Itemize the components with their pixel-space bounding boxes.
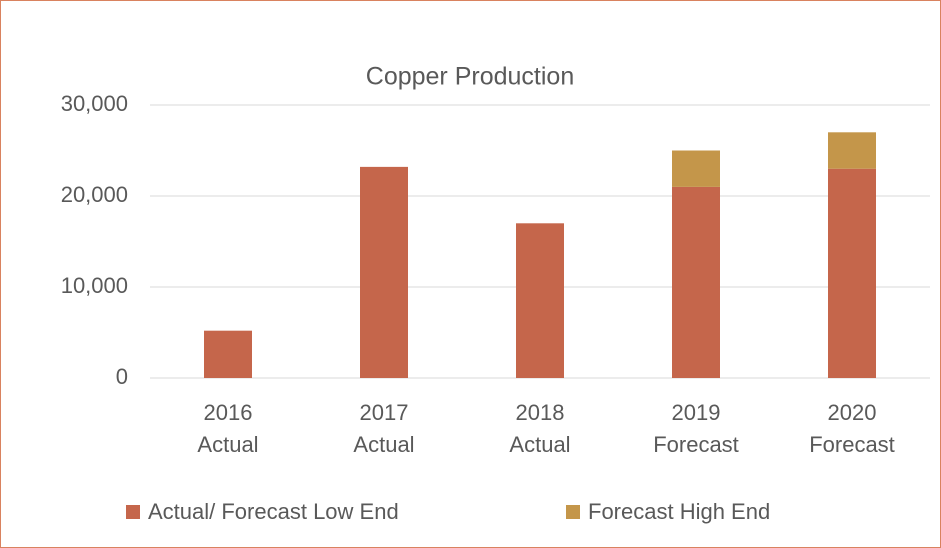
x-tick-label-line: 2017 xyxy=(360,400,409,425)
y-tick-label: 20,000 xyxy=(61,182,128,207)
y-tick-label: 30,000 xyxy=(61,91,128,116)
y-tick-label: 10,000 xyxy=(61,273,128,298)
bar-segment xyxy=(828,132,876,169)
x-tick-label: 2019 Forecast xyxy=(653,400,739,457)
x-tick-label-line: Actual xyxy=(353,432,414,457)
x-tick-label-line: Actual xyxy=(197,432,258,457)
bar-segment xyxy=(516,223,564,378)
x-tick-label: 2017 Actual xyxy=(353,400,414,457)
bar-segment xyxy=(672,150,720,187)
legend-label: Actual/ Forecast Low End xyxy=(148,499,399,524)
legend-label: Forecast High End xyxy=(588,499,770,524)
chart-title: Copper Production xyxy=(366,63,574,91)
y-tick-label: 0 xyxy=(116,364,128,389)
x-tick-label-line: 2020 xyxy=(828,400,877,425)
bar-segment xyxy=(204,330,252,378)
x-tick-label-line: Forecast xyxy=(809,432,895,457)
legend-swatch xyxy=(126,505,140,519)
x-tick-label: 2018 Actual xyxy=(509,400,570,457)
x-tick-label-line: 2018 xyxy=(516,400,565,425)
bar-segment xyxy=(828,168,876,378)
x-tick-label: 2016 Actual xyxy=(197,400,258,457)
x-tick-label-line: Forecast xyxy=(653,432,739,457)
x-tick-label-line: 2019 xyxy=(672,400,721,425)
x-tick-label-line: Actual xyxy=(509,432,570,457)
bar-segment xyxy=(672,186,720,378)
x-tick-label-line: 2016 xyxy=(204,400,253,425)
bar-segment xyxy=(360,166,408,378)
legend-swatch xyxy=(566,505,580,519)
x-tick-label: 2020 Forecast xyxy=(809,400,895,457)
